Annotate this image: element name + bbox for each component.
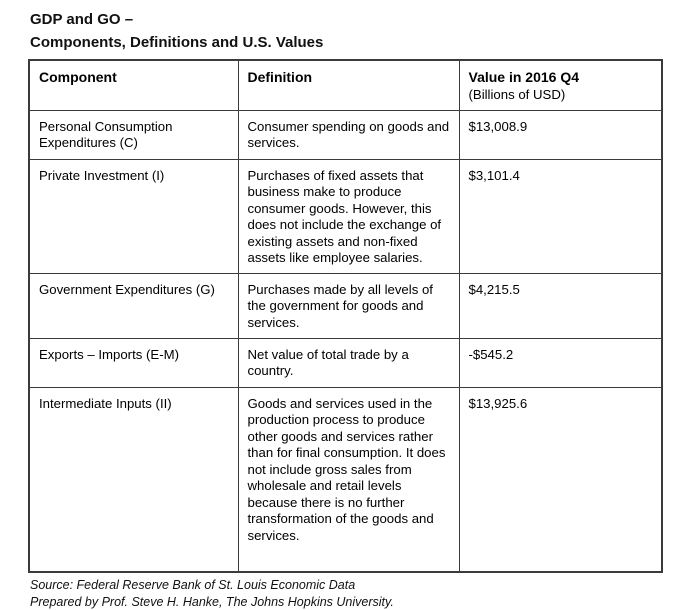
header-value-main: Value in 2016 Q4 [469, 69, 580, 85]
header-value: Value in 2016 Q4 (Billions of USD) [459, 60, 662, 110]
page-title: GDP and GO – Components, Definitions and… [28, 8, 662, 54]
table-row: Government Expenditures (G) Purchases ma… [29, 273, 662, 338]
table-header-row: Component Definition Value in 2016 Q4 (B… [29, 60, 662, 110]
component-cell: Intermediate Inputs (II) [29, 387, 238, 572]
component-cell: Government Expenditures (G) [29, 273, 238, 338]
title-line-1: GDP and GO – [30, 8, 662, 31]
component-cell: Personal Consumption Expenditures (C) [29, 110, 238, 159]
table-row: Intermediate Inputs (II) Goods and servi… [29, 387, 662, 572]
footer-prepared-by: Prepared by Prof. Steve H. Hanke, The Jo… [30, 594, 662, 610]
page: GDP and GO – Components, Definitions and… [28, 8, 662, 610]
table-row: Exports – Imports (E-M) Net value of tot… [29, 338, 662, 387]
value-cell: $3,101.4 [459, 159, 662, 273]
value-cell: $13,925.6 [459, 387, 662, 572]
definition-cell: Consumer spending on goods and services. [238, 110, 459, 159]
component-cell: Exports – Imports (E-M) [29, 338, 238, 387]
value-cell: $4,215.5 [459, 273, 662, 338]
table-row: Private Investment (I) Purchases of fixe… [29, 159, 662, 273]
value-cell: $13,008.9 [459, 110, 662, 159]
value-cell: -$545.2 [459, 338, 662, 387]
definition-cell: Purchases of fixed assets that business … [238, 159, 459, 273]
definition-cell: Net value of total trade by a country. [238, 338, 459, 387]
header-definition: Definition [238, 60, 459, 110]
footer: Source: Federal Reserve Bank of St. Loui… [28, 577, 662, 610]
title-line-2: Components, Definitions and U.S. Values [30, 31, 662, 54]
definition-cell: Goods and services used in the productio… [238, 387, 459, 572]
header-component: Component [29, 60, 238, 110]
table-row: Personal Consumption Expenditures (C) Co… [29, 110, 662, 159]
header-value-sub: (Billions of USD) [469, 86, 653, 103]
component-cell: Private Investment (I) [29, 159, 238, 273]
definition-cell: Purchases made by all levels of the gove… [238, 273, 459, 338]
gdp-go-table: Component Definition Value in 2016 Q4 (B… [28, 59, 663, 573]
footer-source: Source: Federal Reserve Bank of St. Loui… [30, 577, 662, 594]
